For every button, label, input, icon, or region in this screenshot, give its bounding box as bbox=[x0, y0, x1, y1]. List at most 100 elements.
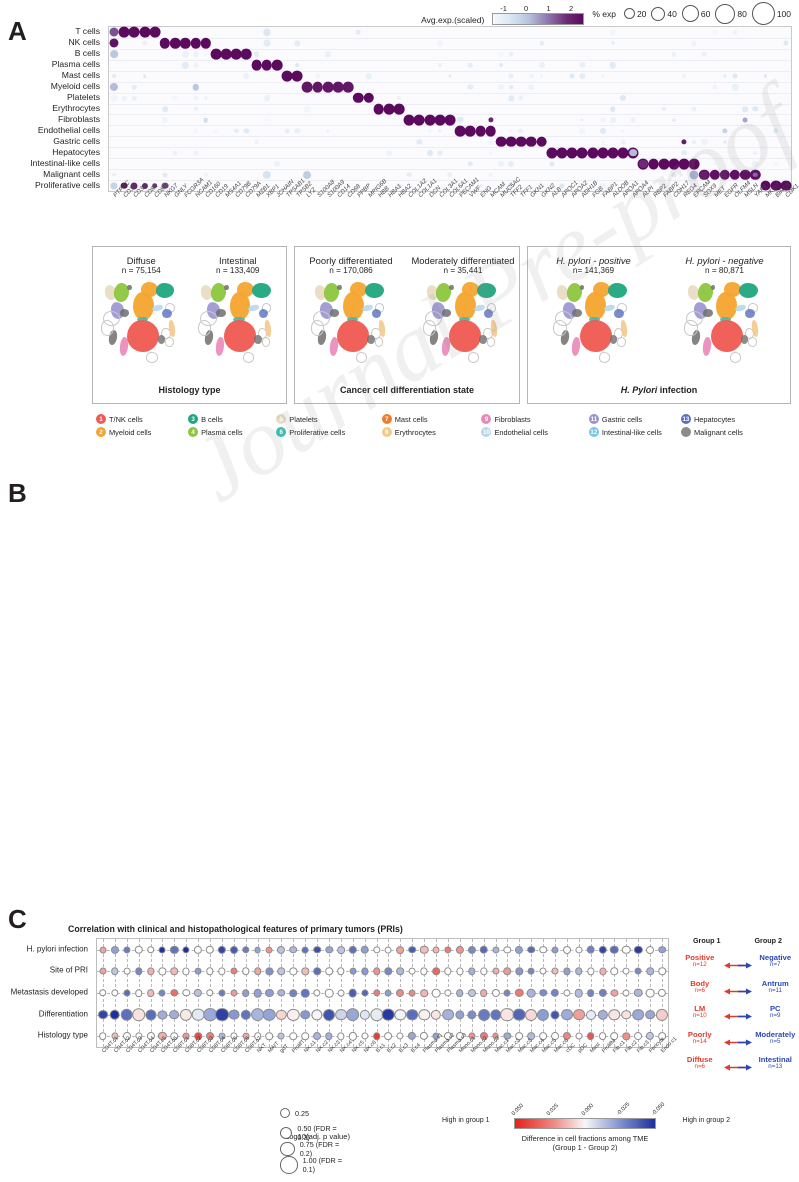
panel-a-dot bbox=[764, 74, 768, 78]
panel-a-dot bbox=[182, 51, 188, 57]
panel-a-gridline bbox=[109, 104, 791, 105]
panel-c-dot bbox=[278, 968, 286, 976]
panel-a-dot bbox=[365, 73, 371, 79]
panel-a-dot bbox=[427, 128, 432, 133]
panel-a-dot bbox=[274, 160, 280, 166]
panel-c-dot bbox=[147, 946, 155, 954]
panel-c-dot bbox=[145, 1009, 156, 1020]
panel-a-dot bbox=[384, 104, 395, 115]
panel-b-group-caption: Histology type bbox=[93, 385, 286, 395]
pvalue-legend-circle-icon bbox=[280, 1156, 298, 1174]
panel-a-dot bbox=[508, 74, 513, 79]
panel-c-dot bbox=[442, 1009, 454, 1021]
panel-c-dot bbox=[646, 1032, 654, 1040]
panel-b-legend-item: Malignant cells bbox=[681, 427, 796, 437]
panel-a-dot bbox=[234, 129, 238, 133]
panel-a-dot bbox=[682, 74, 686, 78]
panel-a-dot bbox=[110, 83, 118, 91]
pvalue-legend-item: 0.25 bbox=[280, 1108, 309, 1118]
panel-a-dot bbox=[437, 40, 443, 46]
panel-c-correlation: C Correlation with clinical and histopat… bbox=[0, 450, 799, 732]
umap-cluster bbox=[703, 309, 712, 317]
panel-a-dot bbox=[438, 129, 442, 133]
panel-c-dot bbox=[313, 946, 320, 953]
umap-cluster bbox=[442, 309, 451, 317]
difference-tick: 0.000 bbox=[581, 1103, 595, 1117]
panel-c-dot bbox=[611, 968, 618, 975]
panel-b-legend-label: Endothelial cells bbox=[494, 428, 547, 437]
panel-c-row-label: Site of PRI bbox=[50, 966, 88, 975]
panel-c-dot bbox=[206, 946, 214, 954]
panel-a-dot bbox=[701, 139, 707, 145]
umap-cluster bbox=[156, 283, 175, 298]
panel-a-dot bbox=[579, 128, 585, 134]
panel-a-dot bbox=[629, 149, 637, 157]
panel-b-legend-label: Erythrocytes bbox=[395, 428, 436, 437]
panel-a-dot bbox=[304, 171, 312, 179]
panel-c-dot bbox=[301, 989, 310, 998]
umap-plot bbox=[421, 279, 506, 369]
umap-cluster bbox=[375, 337, 384, 347]
panel-c-dot bbox=[587, 989, 595, 997]
panel-c-dot bbox=[432, 989, 441, 998]
panel-a-dot bbox=[204, 53, 208, 57]
panel-c-dot bbox=[147, 989, 155, 997]
panel-a-dot bbox=[610, 30, 615, 35]
panel-c-dot bbox=[349, 968, 356, 975]
panel-c-dot bbox=[206, 989, 213, 996]
panel-c-dot bbox=[385, 946, 392, 953]
panel-a-dot bbox=[681, 150, 686, 155]
panel-a-dot bbox=[386, 150, 392, 156]
panel-a-dot bbox=[671, 172, 676, 177]
difference-tick: -0.025 bbox=[616, 1102, 631, 1117]
panel-c-dot bbox=[313, 968, 321, 976]
panel-c-dot bbox=[395, 1009, 406, 1020]
panel-c-dot bbox=[552, 968, 559, 975]
panel-c-dot bbox=[98, 1010, 108, 1020]
panel-a-row-label: Plasma cells bbox=[52, 59, 100, 69]
panel-a-dot bbox=[304, 106, 311, 113]
panel-a-dot bbox=[272, 60, 283, 71]
panel-c-dot bbox=[110, 1009, 121, 1020]
panel-b-legend-marker-icon: 4 bbox=[188, 427, 198, 437]
panel-a-dot bbox=[162, 172, 167, 177]
panel-a-dot bbox=[519, 128, 524, 133]
panel-a-dot bbox=[488, 172, 493, 177]
panel-c-dot bbox=[444, 968, 451, 975]
panel-a-gridline bbox=[109, 136, 791, 137]
panel-c-dot bbox=[622, 946, 630, 954]
panel-b-legend-label: Mast cells bbox=[395, 415, 428, 424]
panel-c-dot bbox=[492, 968, 499, 975]
panel-a-dot bbox=[295, 41, 300, 46]
panel-c-dot bbox=[253, 989, 262, 998]
panel-a-dot bbox=[713, 30, 717, 34]
pct-exp-size-label: 40 bbox=[667, 9, 676, 19]
panel-a-dot bbox=[241, 49, 252, 60]
panel-c-dot bbox=[397, 968, 405, 976]
panel-c-dot bbox=[480, 968, 487, 975]
panel-c-dot bbox=[587, 968, 594, 975]
panel-c-dot bbox=[539, 946, 547, 954]
panel-a-dot bbox=[539, 62, 545, 68]
panel-a-dot bbox=[407, 172, 412, 177]
panel-c-dot bbox=[623, 1033, 630, 1040]
panel-a-dot bbox=[173, 150, 178, 155]
panel-c-dot bbox=[397, 1033, 404, 1040]
panel-c-dot bbox=[325, 1032, 332, 1039]
panel-c-dot bbox=[599, 1032, 607, 1040]
panel-a-row-label: NK cells bbox=[68, 37, 100, 47]
panel-c-dot bbox=[180, 1008, 192, 1020]
panel-b-panel-title: Poorly differentiated bbox=[295, 255, 407, 266]
panel-c-dot bbox=[396, 989, 404, 997]
umap-cluster bbox=[337, 320, 369, 352]
panel-a-dot bbox=[457, 117, 464, 124]
panel-a-dot bbox=[447, 172, 452, 177]
panel-b-group-caption: Cancer cell differentiation state bbox=[295, 385, 519, 395]
